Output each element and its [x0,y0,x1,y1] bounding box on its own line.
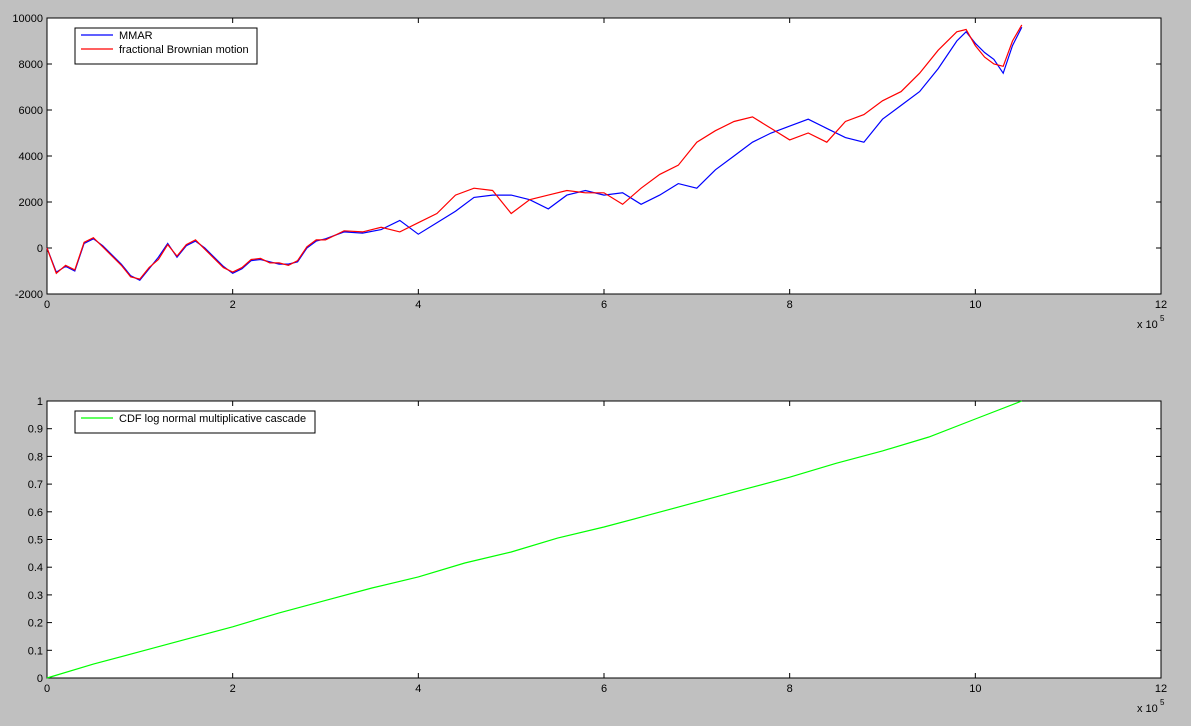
x-tick-label: 12 [1155,683,1167,695]
series-line-0 [46,400,1023,679]
x-tick-label: 2 [230,299,236,311]
series-line-0 [46,26,1023,281]
y-tick-label: 0.9 [28,424,43,436]
y-tick-label: 0 [37,243,43,255]
y-tick-label: 0.1 [28,645,43,657]
x-multiplier-label: x 10 [1137,319,1158,331]
y-tick-label: 8000 [19,59,43,71]
x-tick-label: 2 [230,683,236,695]
x-tick-label: 12 [1155,299,1167,311]
x-tick-label: 0 [44,299,50,311]
x-tick-label: 4 [415,299,421,311]
legend-box [74,27,258,65]
x-multiplier-label: x 10 [1137,703,1158,715]
legend-label: MMAR [119,30,153,42]
y-tick-label: 0 [37,673,43,685]
series-line-1 [46,24,1023,280]
y-tick-label: 0.8 [28,451,43,463]
x-tick-label: 0 [44,683,50,695]
x-multiplier-exponent: 5 [1160,314,1165,323]
y-tick-label: 6000 [19,105,43,117]
legend-box [74,410,316,434]
y-tick-label: 10000 [12,13,43,25]
y-tick-label: 0.2 [28,618,43,630]
plot-area [46,400,1162,679]
x-tick-label: 4 [415,683,421,695]
y-tick-label: 0.5 [28,535,43,547]
chart-cdf-cascade: 0 2 4 6 8 10 12 0 0.1 0.2 0.3 0.4 0.5 0.6 0.7 0.8 0.9 1 x … [28,396,1167,715]
x-tick-label: 6 [601,683,607,695]
y-tick-label: 1 [37,396,43,408]
legend-label: fractional Brownian motion [119,44,249,56]
legend-label: CDF log normal multiplicative cascade [119,413,306,425]
y-tick-label: 0.6 [28,507,43,519]
y-tick-label: -2000 [15,289,43,301]
y-tick-label: 2000 [19,197,43,209]
y-tick-label: 0.4 [28,562,43,574]
x-tick-label: 10 [969,299,981,311]
x-tick-label: 10 [969,683,981,695]
x-multiplier-exponent: 5 [1160,698,1165,707]
y-tick-label: 0.7 [28,479,43,491]
x-tick-label: 8 [787,299,793,311]
x-tick-label: 6 [601,299,607,311]
y-tick-label: 0.3 [28,590,43,602]
x-tick-label: 8 [787,683,793,695]
y-tick-label: 4000 [19,151,43,163]
